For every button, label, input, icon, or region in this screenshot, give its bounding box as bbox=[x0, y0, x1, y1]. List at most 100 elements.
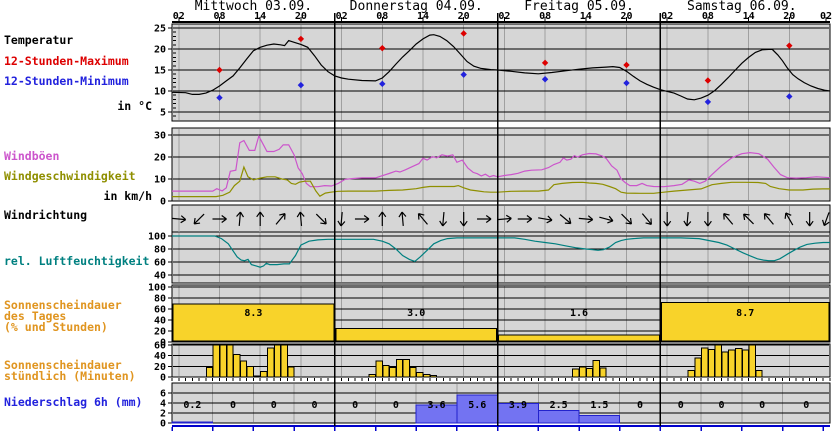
svg-text:14: 14 bbox=[417, 11, 429, 22]
sun-daily-bar bbox=[498, 334, 660, 342]
svg-text:40: 40 bbox=[154, 351, 166, 362]
svg-text:Freitag 05.09.: Freitag 05.09. bbox=[524, 0, 634, 14]
wind-arrow bbox=[703, 212, 712, 227]
svg-text:40: 40 bbox=[154, 271, 166, 282]
svg-text:08: 08 bbox=[213, 11, 225, 22]
wind-arrow bbox=[171, 215, 187, 224]
min-marker bbox=[216, 94, 223, 101]
sun-hourly-bar bbox=[212, 344, 220, 378]
wind-arrow bbox=[236, 211, 245, 227]
svg-text:10: 10 bbox=[154, 175, 166, 186]
wind-arrow bbox=[337, 211, 346, 227]
wind-arrow bbox=[821, 212, 830, 227]
sun-hourly-label-2: stündlich (Minuten) bbox=[4, 369, 136, 383]
sun-hourly-bar bbox=[205, 366, 214, 378]
min-marker bbox=[786, 93, 793, 100]
sun-hourly-bar bbox=[748, 344, 756, 378]
wind-arrow bbox=[477, 215, 492, 223]
max-marker bbox=[623, 61, 630, 69]
wind-arrow bbox=[439, 211, 448, 227]
svg-text:0: 0 bbox=[759, 400, 765, 411]
wind-arrow bbox=[784, 212, 794, 226]
svg-text:6: 6 bbox=[160, 389, 166, 400]
sun-hourly-bar bbox=[728, 349, 736, 378]
svg-text:08: 08 bbox=[702, 11, 714, 22]
wind-arrow bbox=[378, 211, 387, 226]
sun-hourly-bar bbox=[579, 366, 587, 378]
sun-hourly-bar bbox=[402, 358, 410, 378]
sun-daily-label-1: Sonnenscheindauer bbox=[4, 298, 122, 312]
svg-text:4: 4 bbox=[160, 399, 166, 410]
svg-text:100: 100 bbox=[148, 283, 166, 294]
svg-text:1.6: 1.6 bbox=[570, 308, 588, 319]
curve bbox=[172, 235, 830, 268]
svg-text:02: 02 bbox=[661, 11, 673, 22]
min-marker bbox=[460, 71, 467, 78]
sun-daily-bar bbox=[335, 327, 498, 342]
wind-arrow bbox=[193, 213, 205, 225]
svg-text:80: 80 bbox=[154, 294, 166, 305]
wind-arrow bbox=[517, 215, 533, 223]
svg-text:0.2: 0.2 bbox=[183, 400, 201, 411]
max-marker bbox=[379, 44, 386, 52]
sun-hourly-bar bbox=[735, 348, 743, 378]
wind-arrow bbox=[723, 213, 734, 225]
svg-text:Donnerstag 04.09.: Donnerstag 04.09. bbox=[350, 0, 483, 14]
max-12h-label: 12-Stunden-Maximum bbox=[4, 54, 129, 68]
wind-arrow bbox=[621, 213, 633, 225]
precip-bar bbox=[537, 410, 580, 424]
sun-daily-bar bbox=[660, 301, 830, 342]
svg-text:0: 0 bbox=[230, 400, 236, 411]
sun-hourly-bar bbox=[226, 344, 234, 378]
wind-arrow bbox=[296, 211, 305, 227]
svg-text:02: 02 bbox=[498, 11, 510, 22]
svg-text:02: 02 bbox=[336, 11, 348, 22]
svg-text:2.5: 2.5 bbox=[550, 400, 568, 411]
curve bbox=[171, 34, 831, 101]
wind-arrow bbox=[315, 213, 327, 225]
max-marker bbox=[786, 42, 793, 49]
curve bbox=[172, 134, 831, 192]
svg-text:20: 20 bbox=[154, 153, 166, 164]
sun-daily-bar bbox=[172, 303, 335, 342]
svg-text:20: 20 bbox=[154, 362, 166, 373]
svg-text:20: 20 bbox=[154, 327, 166, 338]
sun-hourly-bar bbox=[416, 372, 424, 378]
wind-arrow bbox=[641, 213, 652, 225]
svg-text:0: 0 bbox=[637, 400, 643, 411]
svg-text:20: 20 bbox=[154, 45, 166, 56]
svg-text:30: 30 bbox=[154, 131, 166, 142]
svg-text:0: 0 bbox=[160, 419, 166, 430]
svg-text:0: 0 bbox=[311, 400, 317, 411]
wind-arrow bbox=[663, 212, 672, 227]
sun-hourly-bar bbox=[599, 367, 607, 378]
wind-speed-label: Windgeschwindigkeit bbox=[4, 169, 136, 183]
temperature-label: Temperatur bbox=[4, 33, 74, 47]
sun-hourly-bar bbox=[395, 358, 404, 378]
svg-text:60: 60 bbox=[154, 258, 166, 269]
sun-hourly-bar bbox=[592, 359, 600, 378]
sun-hourly-bar bbox=[246, 365, 254, 378]
sun-hourly-bar bbox=[687, 370, 695, 378]
sun-hourly-bar bbox=[273, 344, 282, 378]
sun-daily-label-2: des Tages bbox=[4, 309, 67, 323]
wind-arrow bbox=[256, 211, 265, 226]
sun-hourly-bar bbox=[741, 349, 750, 378]
humidity-label: rel. Luftfeuchtigkeit bbox=[4, 254, 150, 268]
svg-text:20: 20 bbox=[783, 11, 795, 22]
sun-hourly-bar bbox=[409, 366, 417, 378]
svg-text:3.9: 3.9 bbox=[509, 400, 527, 411]
svg-text:Samstag 06.09.: Samstag 06.09. bbox=[687, 0, 797, 14]
max-marker bbox=[460, 30, 467, 37]
wind-arrow bbox=[559, 214, 572, 225]
svg-text:0: 0 bbox=[352, 400, 358, 411]
wind-arrow bbox=[763, 213, 774, 225]
wind-arrow bbox=[275, 213, 286, 225]
svg-text:100: 100 bbox=[148, 232, 166, 243]
sun-hourly-bar bbox=[755, 370, 763, 378]
sun-hourly-bar bbox=[422, 373, 431, 378]
sun-hourly-bar bbox=[721, 351, 729, 378]
svg-text:02: 02 bbox=[173, 11, 185, 22]
curve bbox=[172, 165, 830, 198]
